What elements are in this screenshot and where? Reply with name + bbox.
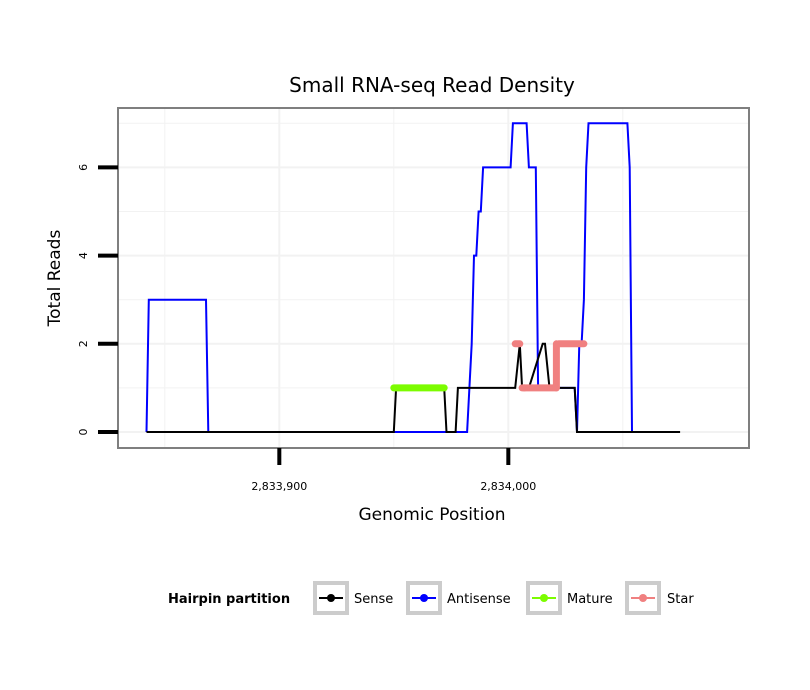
axis-ticks: 0 2 4 6 2,833,900 2,834,000 [77, 164, 536, 493]
legend-key-point [420, 594, 428, 602]
y-tick-label: 4 [77, 252, 90, 259]
legend: Hairpin partition Sense Antisense Mature St… [168, 581, 694, 615]
legend-key-point [540, 594, 548, 602]
legend-title: Hairpin partition [168, 592, 290, 607]
series-line-antisense [145, 122, 633, 433]
y-axis-title: Total Reads [45, 230, 65, 328]
legend-label-mature: Mature [567, 592, 613, 607]
plot-panel-border [117, 107, 750, 449]
legend-label-antisense: Antisense [447, 592, 511, 607]
series-layer [145, 122, 681, 433]
legend-key-point [639, 594, 647, 602]
x-tick-label: 2,833,900 [251, 480, 307, 493]
x-axis-title: Genomic Position [358, 505, 505, 525]
legend-label-sense: Sense [354, 592, 393, 607]
legend-key-point [327, 594, 335, 602]
chart-title: Small RNA-seq Read Density [289, 73, 575, 97]
x-tick-label: 2,834,000 [480, 480, 536, 493]
grid-lines [118, 108, 749, 448]
y-tick-label: 6 [77, 164, 90, 171]
legend-label-star: Star [667, 592, 694, 607]
y-tick-label: 0 [77, 429, 90, 436]
y-tick-label: 2 [77, 340, 90, 347]
